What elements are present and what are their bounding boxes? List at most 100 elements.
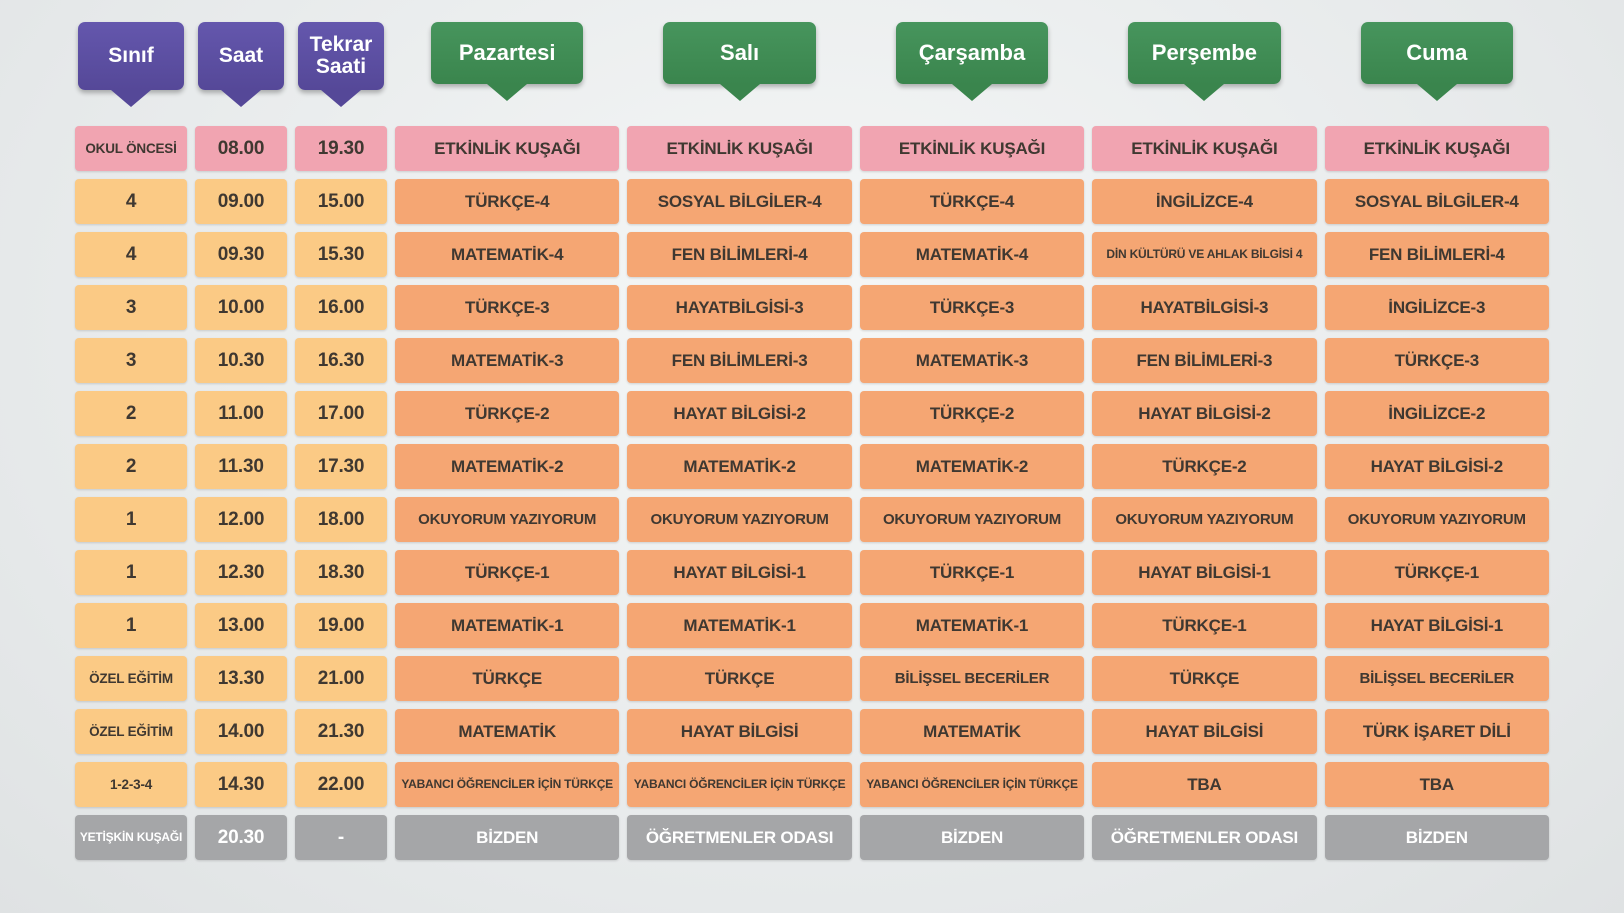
subject-cell: ETKİNLİK KUŞAĞI [1324, 126, 1549, 171]
subject-cell: HAYAT BİLGİSİ-1 [1092, 550, 1317, 595]
subject-cell: İNGİLİZCE-3 [1324, 285, 1549, 330]
schedule-row: 2 11.30 17.30 MATEMATİK-2 MATEMATİK-2 MATEMAT… [75, 444, 1549, 489]
repeat-time-cell: 22.00 [295, 762, 387, 807]
subject-cell: MATEMATİK-2 [395, 444, 620, 489]
class-cell: 1-2-3-4 [75, 762, 187, 807]
time-cell: 12.00 [195, 497, 287, 542]
repeat-time-cell: 17.00 [295, 391, 387, 436]
time-cell: 10.30 [195, 338, 287, 383]
time-cell: 20.30 [195, 815, 287, 860]
subject-cell: MATEMATİK [395, 709, 620, 754]
subject-cell: YABANCI ÖĞRENCİLER İÇİN TÜRKÇE [859, 762, 1085, 807]
header-day-friday: Cuma [1325, 8, 1549, 84]
subject-cell: TÜRKÇE-2 [859, 391, 1085, 436]
subject-cell: DİN KÜLTÜRÜ VE AHLAK BİLGİSİ 4 [1092, 232, 1317, 277]
subject-cell: MATEMATİK-1 [859, 603, 1085, 648]
subject-cell: SOSYAL BİLGİLER-4 [627, 179, 852, 224]
repeat-time-cell: - [295, 815, 387, 860]
day-badge-tuesday: Salı [663, 22, 816, 84]
subject-cell: HAYAT BİLGİSİ-2 [1324, 444, 1549, 489]
subject-cell: HAYAT BİLGİSİ-1 [1324, 603, 1549, 648]
subject-cell: ETKİNLİK KUŞAĞI [395, 126, 620, 171]
subject-cell: BİLİŞSEL BECERİLER [1324, 656, 1549, 701]
subject-cell: TÜRKÇE-1 [395, 550, 620, 595]
time-cell: 10.00 [195, 285, 287, 330]
class-cell: 2 [75, 444, 187, 489]
repeat-time-cell: 19.30 [295, 126, 387, 171]
subject-cell: TÜRKÇE-1 [859, 550, 1085, 595]
subject-cell: TÜRKÇE-4 [859, 179, 1085, 224]
day-badge-wednesday: Çarşamba [895, 22, 1049, 84]
day-badge-thursday: Perşembe [1128, 22, 1281, 84]
repeat-time-cell: 15.30 [295, 232, 387, 277]
time-cell: 14.30 [195, 762, 287, 807]
header-day-thursday: Perşembe [1092, 8, 1316, 84]
subject-cell: MATEMATİK-2 [627, 444, 852, 489]
subject-cell: TÜRKÇE [1092, 656, 1317, 701]
subject-cell: TÜRKÇE-2 [395, 391, 620, 436]
repeat-time-cell: 18.30 [295, 550, 387, 595]
subject-cell: OKUYORUM YAZIYORUM [627, 497, 852, 542]
class-cell: 3 [75, 338, 187, 383]
schedule-row: 1 13.00 19.00 MATEMATİK-1 MATEMATİK-1 MATEMAT… [75, 603, 1549, 648]
class-cell: YETİŞKİN KUŞAĞI [75, 815, 187, 860]
header-day-wednesday: Çarşamba [860, 8, 1084, 84]
schedule-row: 2 11.00 17.00 TÜRKÇE-2 HAYAT BİLGİSİ-2 TÜRKÇE… [75, 391, 1549, 436]
subject-cell: TÜRKÇE-2 [1092, 444, 1317, 489]
subject-cell: YABANCI ÖĞRENCİLER İÇİN TÜRKÇE [395, 762, 620, 807]
subject-cell: İNGİLİZCE-2 [1324, 391, 1549, 436]
subject-cell: ETKİNLİK KUŞAĞI [859, 126, 1085, 171]
schedule-row: 4 09.30 15.30 MATEMATİK-4 FEN BİLİMLERİ-4 MAT… [75, 232, 1549, 277]
schedule-rows: OKUL ÖNCESİ 08.00 19.30 ETKİNLİK KUŞAĞI ETKİ… [75, 126, 1549, 860]
header-day-monday: Pazartesi [395, 8, 619, 84]
subject-cell: MATEMATİK-4 [395, 232, 620, 277]
class-cell: 1 [75, 497, 187, 542]
repeat-time-cell: 21.30 [295, 709, 387, 754]
subject-cell: TÜRKÇE-3 [1324, 338, 1549, 383]
time-cell: 13.30 [195, 656, 287, 701]
schedule-row: 4 09.00 15.00 TÜRKÇE-4 SOSYAL BİLGİLER-4 TÜRK… [75, 179, 1549, 224]
subject-cell: HAYAT BİLGİSİ-2 [1092, 391, 1317, 436]
subject-cell: MATEMATİK-3 [859, 338, 1085, 383]
subject-cell: OKUYORUM YAZIYORUM [1092, 497, 1317, 542]
subject-cell: HAYATBİLGİSİ-3 [1092, 285, 1317, 330]
subject-cell: FEN BİLİMLERİ-3 [627, 338, 852, 383]
time-cell: 09.00 [195, 179, 287, 224]
class-cell: 1 [75, 603, 187, 648]
repeat-time-cell: 17.30 [295, 444, 387, 489]
subject-cell: TÜRKÇE [627, 656, 852, 701]
subject-cell: TÜRKÇE [395, 656, 620, 701]
subject-cell: TÜRKÇE-3 [859, 285, 1085, 330]
class-cell: 2 [75, 391, 187, 436]
subject-cell: TÜRKÇE-1 [1092, 603, 1317, 648]
subject-cell: BİZDEN [395, 815, 620, 860]
subject-cell: TBA [1092, 762, 1317, 807]
schedule-row: OKUL ÖNCESİ 08.00 19.30 ETKİNLİK KUŞAĞI ETKİ… [75, 126, 1549, 171]
subject-cell: SOSYAL BİLGİLER-4 [1324, 179, 1549, 224]
repeat-time-cell: 18.00 [295, 497, 387, 542]
time-cell: 13.00 [195, 603, 287, 648]
subject-cell: MATEMATİK-1 [395, 603, 620, 648]
subject-cell: MATEMATİK-2 [859, 444, 1085, 489]
subject-cell: MATEMATİK-4 [859, 232, 1085, 277]
header-time-column: Saat [195, 8, 287, 90]
subject-cell: OKUYORUM YAZIYORUM [859, 497, 1085, 542]
header-class-column: Sınıf [75, 8, 187, 90]
repeat-time-cell: 21.00 [295, 656, 387, 701]
class-cell: 3 [75, 285, 187, 330]
subject-cell: OKUYORUM YAZIYORUM [395, 497, 620, 542]
subject-cell: FEN BİLİMLERİ-4 [1324, 232, 1549, 277]
class-column-badge: Sınıf [78, 22, 184, 90]
time-cell: 09.30 [195, 232, 287, 277]
schedule-row: 1 12.30 18.30 TÜRKÇE-1 HAYAT BİLGİSİ-1 TÜRKÇE… [75, 550, 1549, 595]
repeat-time-cell: 15.00 [295, 179, 387, 224]
subject-cell: MATEMATİK-3 [395, 338, 620, 383]
time-cell: 14.00 [195, 709, 287, 754]
schedule-row: ÖZEL EĞİTİM 14.00 21.30 MATEMATİK HAYAT BİLG… [75, 709, 1549, 754]
time-cell: 11.30 [195, 444, 287, 489]
subject-cell: HAYAT BİLGİSİ-1 [627, 550, 852, 595]
subject-cell: ÖĞRETMENLER ODASI [1092, 815, 1317, 860]
time-cell: 08.00 [195, 126, 287, 171]
schedule-board: Sınıf Saat Tekrar Saati Pazartesi Salı Ç… [0, 0, 1624, 860]
class-cell: ÖZEL EĞİTİM [75, 656, 187, 701]
